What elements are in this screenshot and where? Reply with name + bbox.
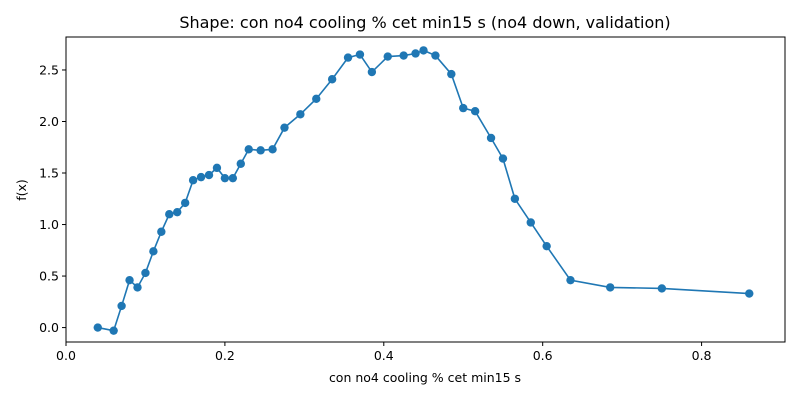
y-axis-label: f(x) (14, 179, 29, 201)
x-tick-label: 0.6 (533, 348, 553, 363)
data-point (419, 46, 428, 55)
y-tick-label: 1.5 (39, 166, 59, 181)
data-point (212, 163, 222, 173)
data-point (109, 326, 118, 335)
data-point (117, 301, 126, 311)
data-point (431, 51, 440, 60)
data-point (280, 123, 289, 132)
data-point (399, 51, 408, 60)
data-point (447, 69, 456, 79)
chart-title: Shape: con no4 cooling % cet min15 s (no… (179, 13, 670, 32)
data-point (244, 145, 253, 154)
data-point (486, 133, 496, 143)
data-point (312, 94, 321, 104)
data-point (141, 268, 150, 278)
data-point (180, 198, 190, 208)
data-point (367, 67, 377, 77)
y-tick-label: 2.5 (39, 62, 59, 77)
y-tick-label: 0.5 (39, 269, 59, 284)
data-point (498, 154, 508, 163)
data-point (566, 275, 575, 285)
data-point (606, 283, 615, 292)
data-point (459, 103, 468, 113)
x-tick-label: 0.2 (215, 348, 235, 363)
data-point (657, 284, 667, 293)
x-axis-label: con no4 cooling % cet min15 s (329, 370, 521, 385)
data-point (526, 218, 535, 227)
data-point (355, 50, 365, 59)
data-point (196, 172, 206, 182)
data-point (470, 106, 480, 116)
data-point (383, 52, 392, 61)
data-point (204, 170, 214, 180)
data-point (188, 176, 198, 185)
data-point (745, 289, 754, 298)
data-point (125, 275, 134, 285)
data-point (510, 194, 520, 203)
y-tick-label: 0.0 (39, 320, 59, 335)
x-tick-label: 0.8 (692, 348, 712, 363)
series-line (97, 49, 750, 332)
x-tick-label: 0.0 (56, 348, 76, 363)
data-point (327, 75, 337, 84)
plot-frame (65, 36, 786, 343)
data-point (256, 146, 265, 155)
data-point (236, 159, 245, 168)
data-point (411, 49, 420, 58)
data-point (165, 210, 174, 219)
y-tick-label: 2.0 (39, 114, 59, 129)
data-point (173, 207, 182, 217)
series-layer (93, 46, 754, 335)
data-point (157, 227, 166, 236)
data-point (228, 173, 238, 183)
data-point (296, 110, 305, 119)
data-point (268, 145, 277, 154)
data-point (220, 173, 230, 183)
y-tick-label: 1.0 (39, 217, 59, 232)
data-point (93, 323, 102, 332)
data-point (133, 283, 142, 292)
axes: 0.0 0.2 0.4 0.6 0.8 0.0 0.5 1.0 1.5 2.0 2.5 (39, 36, 786, 363)
data-point (542, 241, 551, 251)
x-tick-label: 0.4 (374, 348, 394, 363)
data-point (149, 247, 158, 256)
data-point (343, 53, 353, 62)
